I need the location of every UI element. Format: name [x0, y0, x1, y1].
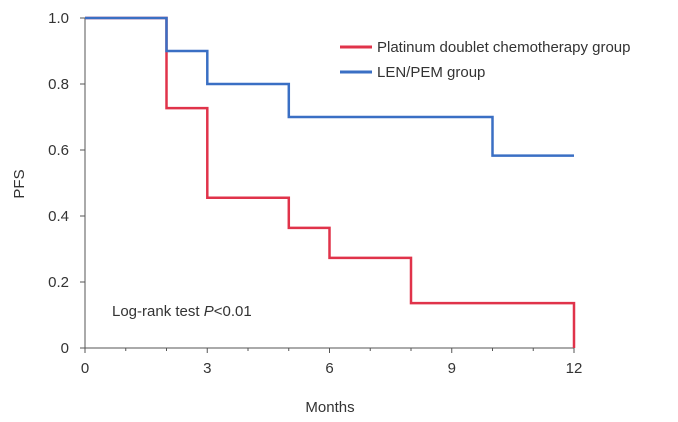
axes: 0 3 6 9 12 0 0.2 0.4 0.6 0.8 1.0 [48, 10, 582, 377]
x-axis-title: Months [305, 399, 354, 416]
y-tick-label: 1.0 [48, 10, 69, 27]
y-tick-label: 0.2 [48, 274, 69, 291]
y-tick-label: 0 [61, 340, 69, 357]
y-tick-label: 0.8 [48, 76, 69, 93]
series-layer [85, 16, 576, 348]
series-line-len-pem [85, 16, 574, 157]
y-tick-label: 0.6 [48, 142, 69, 159]
x-tick-label: 12 [566, 360, 583, 377]
legend: Platinum doublet chemotherapy group LEN/… [340, 39, 631, 81]
legend-label-chemo: Platinum doublet chemotherapy group [377, 39, 631, 56]
x-tick-label: 0 [81, 360, 89, 377]
annotation-suffix: <0.01 [214, 303, 252, 320]
x-tick-label: 6 [325, 360, 333, 377]
x-tick-label: 3 [203, 360, 211, 377]
series-line-chemo [85, 16, 576, 348]
annotation-prefix: Log-rank test [112, 303, 204, 320]
y-axis-title: PFS [11, 169, 28, 198]
x-tick-label: 9 [448, 360, 456, 377]
annotation-p-symbol: P [204, 303, 214, 320]
y-tick-label: 0.4 [48, 208, 69, 225]
log-rank-annotation: Log-rank test P<0.01 [112, 303, 252, 320]
legend-label-len-pem: LEN/PEM group [377, 64, 485, 81]
